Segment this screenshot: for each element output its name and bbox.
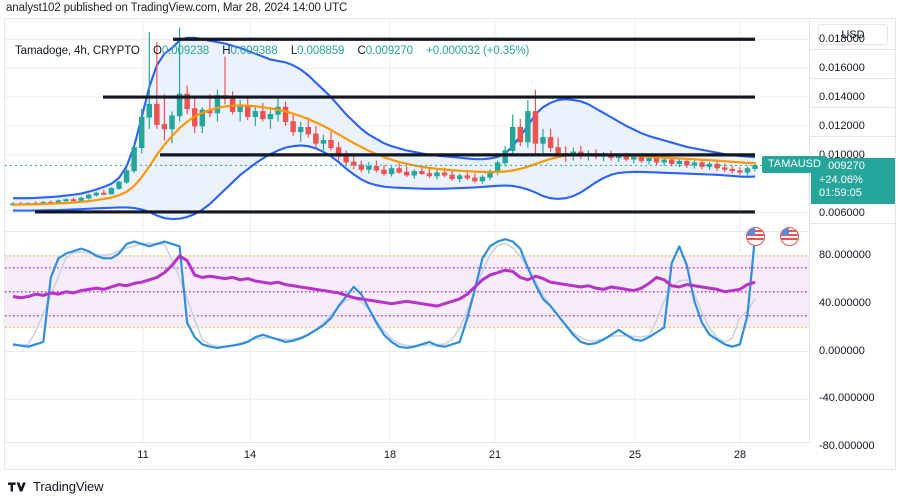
- current-price-value: 0.009270: [819, 160, 865, 173]
- chart-container: Tamadoge, 4h, CRYPTO O0.009238 H0.009388…: [4, 18, 896, 472]
- price-axis-tick: 0.012000: [819, 119, 865, 132]
- tradingview-brand: TradingView: [8, 479, 104, 494]
- legend-open-value: 0.009238: [161, 45, 210, 57]
- price-pane[interactable]: [5, 19, 811, 230]
- price-axis-divider: [810, 222, 895, 224]
- tradingview-brand-text: TradingView: [33, 479, 104, 494]
- price-axis-tick: 0.018000: [819, 33, 865, 46]
- flag-stripes: [747, 228, 764, 245]
- time-axis-tick: 21: [488, 449, 502, 461]
- time-axis-tick: 18: [383, 449, 397, 461]
- usa-flag-icon-marker-1[interactable]: [746, 227, 765, 246]
- time-axis-tick: 11: [137, 449, 149, 461]
- legend-open-key: O: [153, 45, 162, 57]
- legend-close-key: C: [357, 45, 366, 57]
- legend-symbol[interactable]: Tamadoge, 4h, CRYPTO: [15, 45, 140, 57]
- flag-canton: [781, 228, 789, 235]
- time-axis-tick: 28: [733, 449, 747, 461]
- time-axis-tick: 25: [628, 449, 642, 461]
- price-axis-tick: 0.010000: [819, 148, 865, 161]
- oscillator-axis-tick: 0.000000: [819, 344, 865, 357]
- oscillator-axis-tick: -80.000000: [819, 440, 875, 453]
- price-axis-divider: [810, 78, 895, 80]
- legend-close-value: 0.009270: [365, 45, 413, 57]
- price-axis-tick: 0.014000: [819, 91, 865, 104]
- symbol-price-tag[interactable]: TAMAUSD: [762, 156, 827, 174]
- time-axis-tick: 14: [243, 449, 257, 461]
- oscillator-axis-tick: 80.000000: [819, 248, 871, 261]
- price-axis-tick: 0.016000: [819, 62, 865, 75]
- usa-flag-icon-marker-2[interactable]: [780, 227, 799, 246]
- oscillator-pane[interactable]: [5, 231, 811, 472]
- flag-stripes: [781, 228, 798, 245]
- price-axis-divider: [810, 49, 895, 51]
- price-axis-divider: [810, 135, 895, 137]
- legend-change: +0.000032 (+0.35%): [426, 45, 530, 57]
- legend-high-key: H: [222, 45, 231, 57]
- currency-badge[interactable]: USD: [818, 24, 888, 45]
- price-axis-divider: [810, 107, 895, 109]
- price-axis-tick: 0.006000: [819, 206, 865, 219]
- bar-countdown: 01:59:05: [819, 187, 862, 200]
- tradingview-logo-icon: [8, 482, 26, 491]
- legend-low-value: 0.008859: [297, 45, 345, 57]
- chart-legend: Tamadoge, 4h, CRYPTO O0.009238 H0.009388…: [15, 45, 529, 57]
- current-price-change: +24.06%: [819, 173, 863, 186]
- legend-low-key: L: [290, 45, 298, 57]
- time-axis[interactable]: 11 14 18 21 25 28: [5, 442, 811, 469]
- oscillator-axis-tick: -40.000000: [819, 392, 875, 405]
- legend-high-value: 0.009388: [230, 45, 278, 57]
- attribution-text: analyst102 published on TradingView.com,…: [6, 2, 348, 14]
- price-axis[interactable]: USD 0.018000 0.016000 0.014000 0.012000 0.01…: [809, 19, 895, 469]
- flag-canton: [747, 228, 755, 235]
- oscillator-axis-tick: 40.000000: [819, 296, 871, 309]
